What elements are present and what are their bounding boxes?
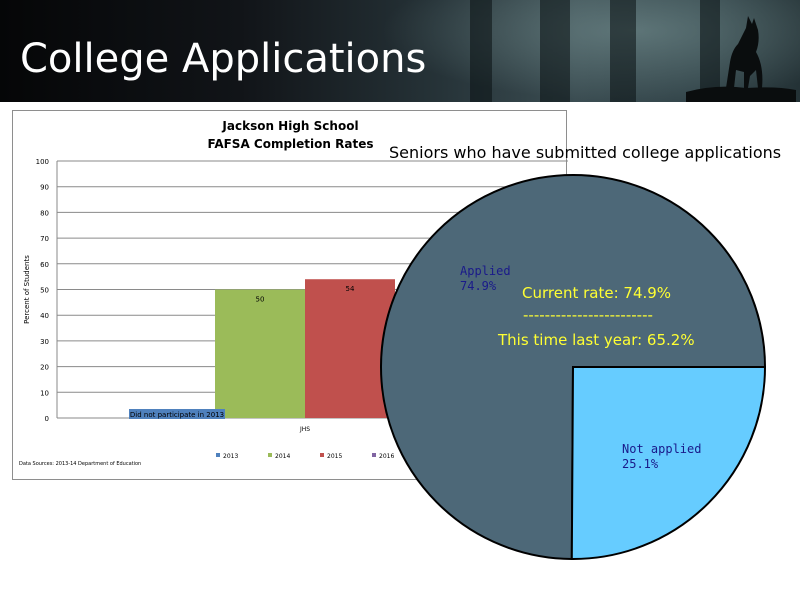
banner-tree xyxy=(540,0,570,102)
last-year-rate-note: This time last year: 65.2% xyxy=(498,331,695,349)
legend-label-2013: 2013 xyxy=(223,453,238,460)
pie-label-not-applied-value: 25.1% xyxy=(622,457,659,471)
fafsa-bar-chart: Jackson High School FAFSA Completion Rat… xyxy=(12,110,568,480)
legend-swatch-2016 xyxy=(372,453,376,457)
y-tick-label: 70 xyxy=(40,235,49,243)
y-tick-label: 0 xyxy=(45,415,49,423)
y-tick-label: 80 xyxy=(40,209,49,217)
howling-wolf-icon xyxy=(686,16,796,102)
legend-swatch-2015 xyxy=(320,453,324,457)
pie-label-not-applied-name: Not applied xyxy=(622,442,702,456)
header-banner: College Applications xyxy=(0,0,800,102)
source-note: Data Sources: 2013-14 Department of Educ… xyxy=(19,461,141,467)
bar-2014 xyxy=(215,289,305,418)
applications-pie-chart xyxy=(380,174,767,561)
banner-tree xyxy=(610,0,636,102)
pie-slice-not-applied xyxy=(570,366,767,560)
pie-label-applied-value: 74.9% xyxy=(460,279,497,293)
y-tick-label: 30 xyxy=(40,338,49,346)
banner-tree xyxy=(470,0,492,102)
pie-label-applied-name: Applied xyxy=(460,264,511,278)
legend-label-2015: 2015 xyxy=(327,453,342,460)
y-tick-label: 90 xyxy=(40,184,49,192)
current-rate-note: Current rate: 74.9% xyxy=(522,284,672,302)
y-tick-label: 50 xyxy=(40,287,49,295)
y-tick-label: 10 xyxy=(40,389,49,397)
legend-swatch-2014 xyxy=(268,453,272,457)
bar-chart-title-line2: FAFSA Completion Rates xyxy=(207,137,374,151)
no-data-note-text: Did not participate in 2013 xyxy=(130,411,224,419)
no-data-note: Did not participate in 2013 xyxy=(129,409,225,419)
x-category-label: JHS xyxy=(299,426,310,433)
no-data-note-box xyxy=(129,409,225,419)
bar-chart-plot: 0 10 20 30 40 50 60 70 80 90 100 Percent of Student… xyxy=(19,158,568,467)
pie-label-applied: Applied 74.9% xyxy=(460,264,511,294)
bar-data-label: 54 xyxy=(346,285,355,293)
y-axis-label: Percent of Students xyxy=(23,255,31,324)
slide-title: College Applications xyxy=(20,36,427,82)
bar-chart-title-line1: Jackson High School xyxy=(222,119,359,133)
y-tick-label: 40 xyxy=(40,312,49,320)
bar-data-label: 50 xyxy=(256,296,265,304)
note-separator: ------------------------ xyxy=(523,306,653,324)
legend-label-2014: 2014 xyxy=(275,453,290,460)
legend-label-2016: 2016 xyxy=(379,453,394,460)
pie-label-not-applied: Not applied 25.1% xyxy=(622,442,701,472)
y-tick-label: 20 xyxy=(40,364,49,372)
banner-tree xyxy=(700,0,720,102)
pie-slice-applied xyxy=(380,174,767,561)
bar-2015 xyxy=(305,279,395,418)
y-tick-label: 100 xyxy=(36,158,49,166)
y-tick-label: 60 xyxy=(40,261,49,269)
pie-chart-title: Seniors who have submitted college appli… xyxy=(389,143,782,162)
legend-swatch-2013 xyxy=(216,453,220,457)
